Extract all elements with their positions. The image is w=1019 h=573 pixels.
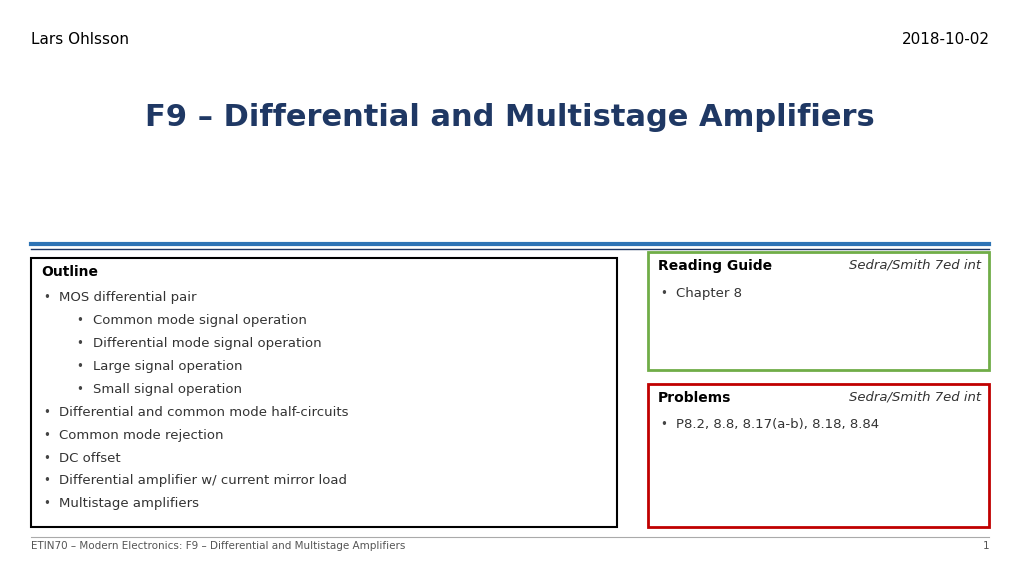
Text: •: • <box>76 383 84 396</box>
Text: •: • <box>659 286 666 300</box>
Text: •: • <box>76 314 84 327</box>
Text: 1: 1 <box>982 541 988 551</box>
Text: •: • <box>43 474 50 488</box>
Text: Reading Guide: Reading Guide <box>657 259 771 273</box>
Text: Common mode signal operation: Common mode signal operation <box>93 314 307 327</box>
Text: Sedra/Smith 7ed int: Sedra/Smith 7ed int <box>848 391 980 404</box>
Text: Problems: Problems <box>657 391 731 405</box>
Text: Common mode rejection: Common mode rejection <box>59 429 223 442</box>
Text: MOS differential pair: MOS differential pair <box>59 291 197 304</box>
Text: Chapter 8: Chapter 8 <box>676 286 742 300</box>
Text: Differential and common mode half-circuits: Differential and common mode half-circui… <box>59 406 348 419</box>
Text: Lars Ohlsson: Lars Ohlsson <box>31 32 128 46</box>
Text: DC offset: DC offset <box>59 452 120 465</box>
Text: Sedra/Smith 7ed int: Sedra/Smith 7ed int <box>848 259 980 272</box>
Text: 2018-10-02: 2018-10-02 <box>901 32 988 46</box>
Text: •: • <box>43 452 50 465</box>
Text: Differential amplifier w/ current mirror load: Differential amplifier w/ current mirror… <box>59 474 346 488</box>
Text: •: • <box>76 337 84 350</box>
Text: •: • <box>43 291 50 304</box>
Text: Differential mode signal operation: Differential mode signal operation <box>93 337 321 350</box>
Text: •: • <box>43 497 50 511</box>
Text: •: • <box>43 429 50 442</box>
Text: P8.2, 8.8, 8.17(a-b), 8.18, 8.84: P8.2, 8.8, 8.17(a-b), 8.18, 8.84 <box>676 418 878 431</box>
Text: •: • <box>659 418 666 431</box>
Text: Outline: Outline <box>41 265 98 278</box>
Text: Multistage amplifiers: Multistage amplifiers <box>59 497 199 511</box>
Text: Large signal operation: Large signal operation <box>93 360 243 373</box>
Text: ETIN70 – Modern Electronics: F9 – Differential and Multistage Amplifiers: ETIN70 – Modern Electronics: F9 – Differ… <box>31 541 405 551</box>
Text: •: • <box>43 406 50 419</box>
Text: F9 – Differential and Multistage Amplifiers: F9 – Differential and Multistage Amplifi… <box>145 103 874 132</box>
Text: •: • <box>76 360 84 373</box>
Text: Small signal operation: Small signal operation <box>93 383 242 396</box>
